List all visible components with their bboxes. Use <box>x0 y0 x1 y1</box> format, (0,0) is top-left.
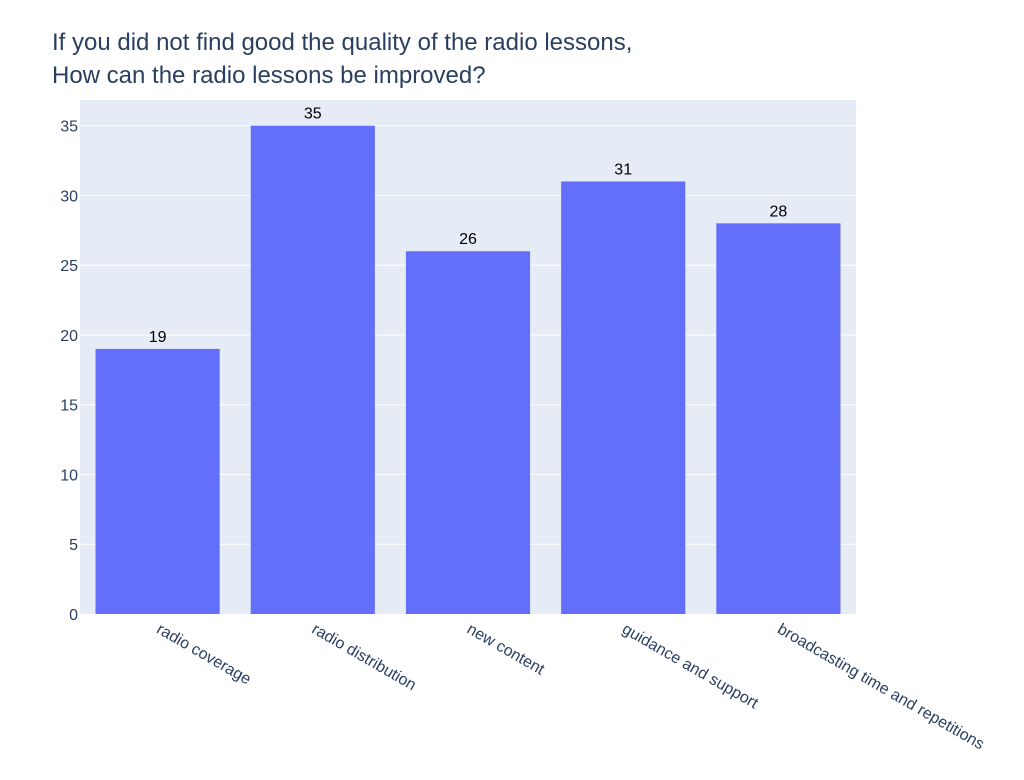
y-tick-label: 10 <box>60 467 78 484</box>
chart-title-line-2: How can the radio lessons be improved? <box>52 62 486 89</box>
y-tick-label: 15 <box>60 398 78 415</box>
chart-title-line-1: If you did not find good the quality of … <box>52 29 633 56</box>
y-tick-label: 0 <box>69 607 78 624</box>
bar-value-label: 26 <box>459 231 477 248</box>
bar-value-label: 31 <box>614 161 632 178</box>
y-tick-label: 25 <box>60 258 78 275</box>
x-tick-label: radio distribution <box>309 621 419 694</box>
bar <box>716 223 841 614</box>
bar <box>405 251 531 614</box>
y-tick-label: 5 <box>69 537 78 554</box>
y-tick-label: 35 <box>60 119 78 136</box>
x-tick-label: new content <box>464 621 548 679</box>
bar <box>250 125 375 615</box>
x-tick-label: broadcasting time and repetitions <box>774 621 987 754</box>
bar <box>95 348 220 614</box>
y-axis-ticks: 0 5 10 15 20 25 30 35 <box>60 119 78 624</box>
x-tick-label: radio coverage <box>154 621 254 689</box>
bar <box>561 181 686 614</box>
bar-value-labels: 19 35 26 31 28 <box>149 106 788 346</box>
bar-value-label: 28 <box>770 203 788 220</box>
bars <box>95 125 841 615</box>
y-tick-label: 30 <box>60 188 78 205</box>
chart-title: If you did not find good the quality of … <box>52 26 632 92</box>
x-tick-label: guidance and support <box>619 621 761 713</box>
x-axis-ticks: radio coverage radio distribution new cont… <box>154 621 987 754</box>
bar-value-label: 19 <box>149 329 167 346</box>
y-tick-label: 20 <box>60 328 78 345</box>
bar-value-label: 35 <box>304 106 322 123</box>
